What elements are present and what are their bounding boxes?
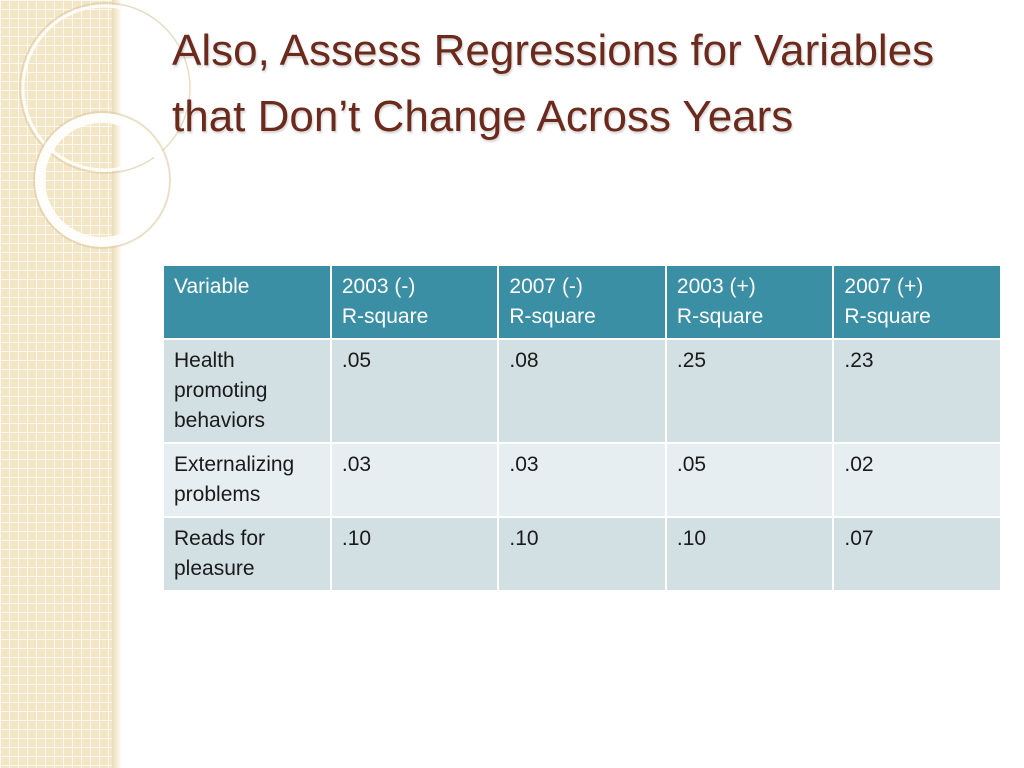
decorative-grid-strip bbox=[0, 0, 112, 768]
value-cell: .10 bbox=[664, 516, 835, 592]
value-cell: .05 bbox=[664, 442, 835, 518]
header-2007-minus: 2007 (-) R-square bbox=[497, 264, 667, 340]
header-2007-plus-year: 2007 (+) bbox=[844, 275, 924, 298]
header-2007-minus-metric: R-square bbox=[509, 305, 596, 328]
decorative-ring-lower bbox=[35, 113, 169, 247]
header-2003-minus-year: 2003 (-) bbox=[341, 275, 416, 298]
decorative-rings bbox=[19, 2, 191, 249]
header-2003-plus: 2003 (+) R-square bbox=[664, 264, 835, 340]
header-variable: Variable bbox=[162, 264, 332, 340]
header-2003-minus: 2003 (-) R-square bbox=[329, 264, 500, 340]
value-cell: .23 bbox=[832, 338, 1002, 444]
row-variable-cell: Externalizing problems bbox=[162, 442, 332, 518]
value-cell: .25 bbox=[664, 338, 835, 444]
table-row: Reads for pleasure .10 .10 .10 .07 bbox=[162, 516, 1002, 592]
header-2003-plus-year: 2003 (+) bbox=[676, 275, 756, 298]
header-2007-plus: 2007 (+) R-square bbox=[832, 264, 1002, 340]
value-cell: .02 bbox=[832, 442, 1002, 518]
value-cell: .03 bbox=[497, 442, 667, 518]
value-cell: .10 bbox=[329, 516, 500, 592]
row-variable-cell: Health promoting behaviors bbox=[162, 338, 332, 444]
table-header-row: Variable 2003 (-) R-square 2007 (-) R-sq… bbox=[162, 264, 1002, 340]
value-cell: .03 bbox=[329, 442, 500, 518]
value-cell: .10 bbox=[497, 516, 667, 592]
value-cell: .07 bbox=[832, 516, 1002, 592]
header-2003-plus-metric: R-square bbox=[676, 305, 764, 328]
decorative-ring-lower-shadow bbox=[33, 111, 171, 249]
decorative-ring-upper-shadow bbox=[19, 2, 191, 174]
header-2003-minus-metric: R-square bbox=[341, 305, 429, 328]
regression-table: Variable 2003 (-) R-square 2007 (-) R-sq… bbox=[162, 264, 1002, 592]
row-variable-cell: Reads for pleasure bbox=[162, 516, 332, 592]
header-2007-plus-metric: R-square bbox=[844, 305, 931, 328]
table-row: Health promoting behaviors .05 .08 .25 .… bbox=[162, 338, 1002, 444]
header-2007-minus-year: 2007 (-) bbox=[509, 275, 583, 298]
decorative-ring-upper bbox=[21, 4, 189, 172]
header-variable-label: Variable bbox=[174, 275, 250, 298]
decorative-strip-edge bbox=[112, 0, 122, 768]
value-cell: .08 bbox=[497, 338, 667, 444]
value-cell: .05 bbox=[329, 338, 500, 444]
slide-title: Also, Assess Regressions for Variables t… bbox=[172, 26, 935, 141]
table-row: Externalizing problems .03 .03 .05 .02 bbox=[162, 442, 1002, 518]
